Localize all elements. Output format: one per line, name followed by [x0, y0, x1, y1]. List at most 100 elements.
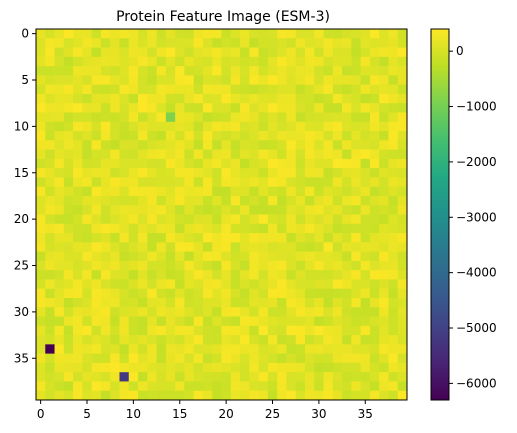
- x-tick-label: 15: [172, 407, 187, 421]
- heatmap-cell: [100, 205, 111, 215]
- heatmap-cell: [212, 279, 222, 290]
- heatmap-cell: [175, 214, 185, 225]
- heatmap-cell: [249, 195, 259, 206]
- heatmap-cell: [323, 186, 334, 197]
- heatmap-cell: [388, 158, 399, 169]
- heatmap-cell: [156, 140, 167, 150]
- heatmap-cell: [249, 307, 259, 317]
- heatmap-cell: [397, 233, 408, 243]
- heatmap-cell: [230, 362, 241, 373]
- heatmap-cell: [184, 103, 195, 113]
- heatmap-cell: [267, 362, 278, 373]
- heatmap-cell: [221, 362, 232, 373]
- heatmap-cell: [277, 131, 287, 141]
- heatmap-cell: [156, 316, 167, 327]
- heatmap-cell: [119, 158, 130, 169]
- heatmap-cell: [91, 353, 102, 364]
- heatmap-cell: [100, 140, 111, 150]
- heatmap-cell: [277, 140, 287, 150]
- heatmap-cell: [184, 112, 195, 123]
- heatmap-cell: [230, 103, 241, 113]
- heatmap-cell: [342, 186, 352, 197]
- x-tick-label: 0: [37, 407, 45, 421]
- heatmap-cell: [82, 205, 93, 215]
- heatmap-cell: [249, 279, 259, 290]
- heatmap-cell: [100, 279, 111, 290]
- heatmap-cell: [36, 372, 46, 382]
- heatmap-cell: [110, 307, 120, 317]
- heatmap-cell: [175, 103, 185, 113]
- heatmap-cell: [202, 75, 213, 86]
- heatmap-cell: [63, 270, 74, 280]
- heatmap-cell: [165, 233, 176, 243]
- heatmap-cell: [165, 75, 176, 86]
- heatmap-cell: [212, 297, 222, 308]
- heatmap-cell: [212, 205, 222, 215]
- heatmap-cell: [286, 47, 297, 58]
- heatmap-cell: [128, 84, 139, 95]
- heatmap-cell: [212, 353, 222, 364]
- heatmap-cell: [295, 251, 306, 262]
- heatmap-cell: [156, 381, 167, 392]
- heatmap-cell: [230, 353, 241, 364]
- heatmap-cell: [63, 195, 74, 206]
- heatmap-cell: [323, 103, 334, 113]
- heatmap-cell: [332, 149, 343, 160]
- heatmap-cell: [379, 177, 389, 188]
- heatmap-cell: [277, 270, 287, 280]
- heatmap-cell: [91, 84, 102, 95]
- heatmap-cell: [221, 84, 232, 95]
- heatmap-cell: [193, 270, 204, 280]
- heatmap-cell: [249, 112, 259, 123]
- heatmap-cell: [351, 47, 361, 58]
- heatmap-cell: [175, 390, 185, 401]
- heatmap-cell: [369, 158, 380, 169]
- heatmap-cell: [175, 344, 185, 354]
- heatmap-cell: [175, 149, 185, 160]
- heatmap-cell: [212, 195, 222, 206]
- heatmap-cell: [342, 168, 352, 178]
- heatmap-cell: [267, 75, 278, 86]
- heatmap-cell: [258, 307, 269, 317]
- heatmap-cell: [82, 260, 93, 271]
- heatmap-cell: [360, 288, 371, 299]
- heatmap-cell: [230, 56, 241, 67]
- heatmap-cell: [314, 260, 324, 271]
- heatmap-cell: [138, 372, 148, 382]
- heatmap-cell: [351, 66, 361, 76]
- heatmap-cell: [342, 140, 352, 150]
- heatmap-cell: [119, 233, 130, 243]
- heatmap-cell: [314, 307, 324, 317]
- heatmap-cell: [156, 66, 167, 76]
- heatmap-cell: [240, 121, 250, 132]
- heatmap-cell: [360, 158, 371, 169]
- heatmap-cell: [73, 242, 83, 252]
- heatmap-cell: [230, 325, 241, 336]
- heatmap-cell: [267, 353, 278, 364]
- heatmap-cell: [240, 84, 250, 95]
- heatmap-cell: [240, 158, 250, 169]
- heatmap-cell: [175, 158, 185, 169]
- heatmap-cell: [73, 335, 83, 345]
- heatmap-cell: [63, 177, 74, 188]
- heatmap-cell: [267, 325, 278, 336]
- heatmap-cell: [73, 75, 83, 86]
- heatmap-cell: [119, 335, 130, 345]
- heatmap-cell: [147, 112, 157, 123]
- heatmap-cell: [184, 131, 195, 141]
- heatmap-cell: [258, 168, 269, 178]
- heatmap-cell: [304, 177, 315, 188]
- heatmap-cell: [45, 335, 55, 345]
- heatmap-cell: [82, 38, 93, 48]
- heatmap-cell: [193, 390, 204, 401]
- heatmap-cell: [193, 372, 204, 382]
- heatmap-cell: [332, 372, 343, 382]
- heatmap-cell: [221, 297, 232, 308]
- heatmap-cell: [258, 270, 269, 280]
- heatmap-cell: [258, 316, 269, 327]
- heatmap-cell: [73, 149, 83, 160]
- heatmap-cell: [156, 75, 167, 86]
- heatmap-cell: [138, 140, 148, 150]
- heatmap-cell: [388, 390, 399, 401]
- heatmap-cell: [202, 381, 213, 392]
